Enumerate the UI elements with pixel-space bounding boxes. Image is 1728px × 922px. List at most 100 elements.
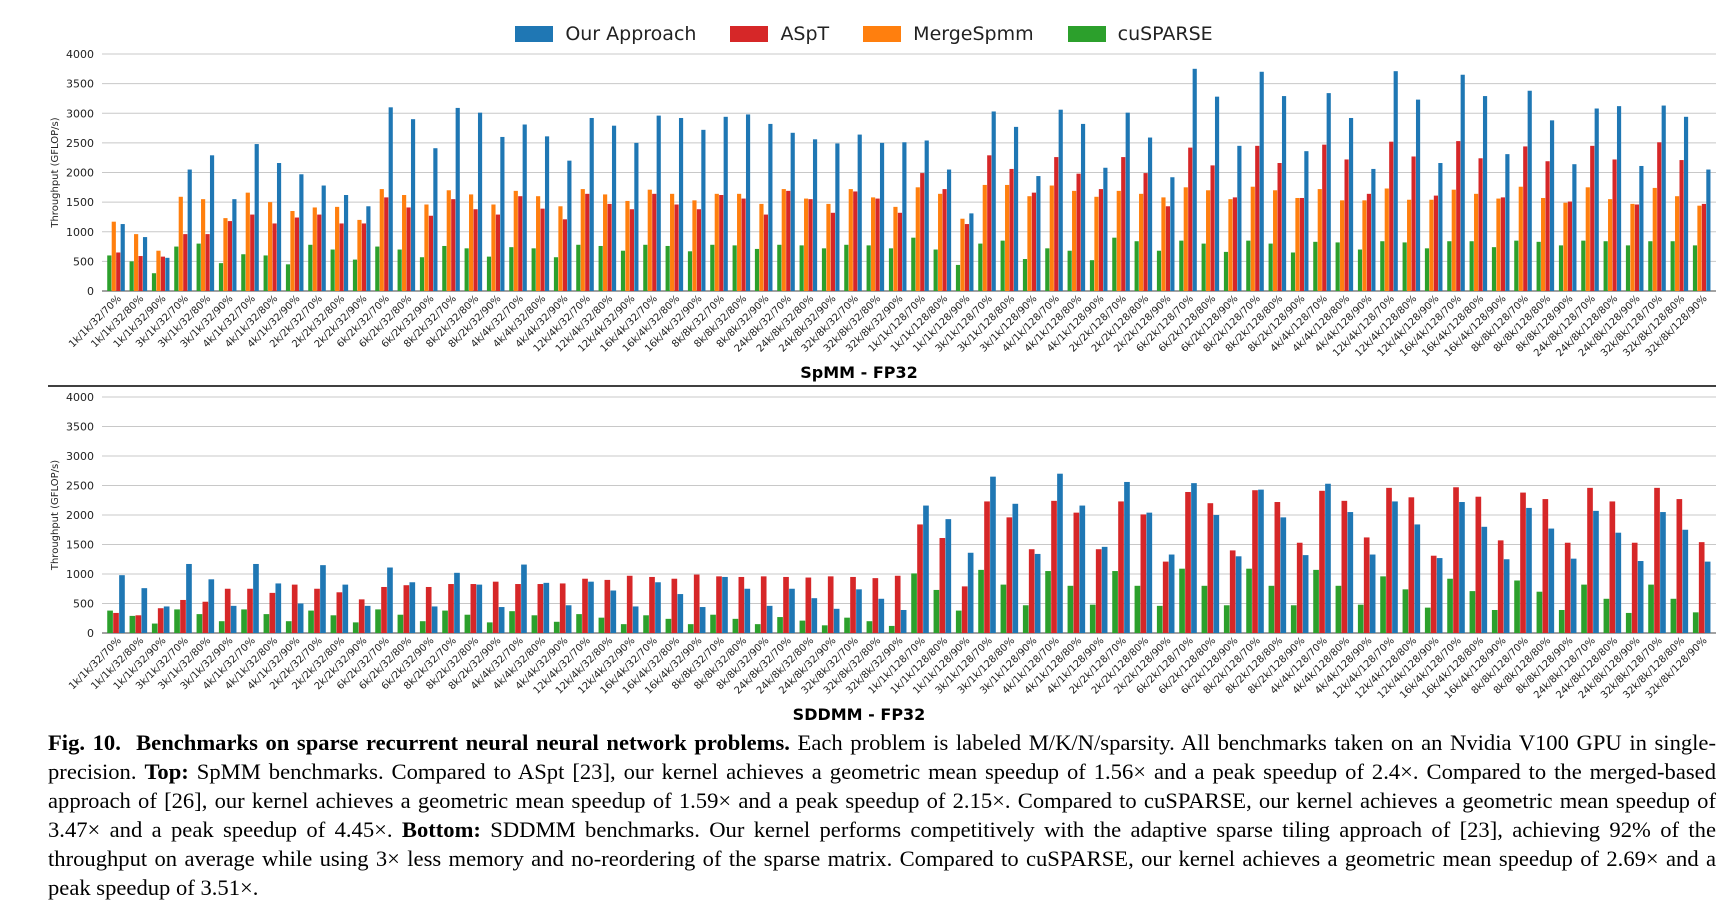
bar-aspt	[1456, 141, 1461, 291]
bar-our-approach	[744, 588, 751, 633]
bar-mergespmm	[1228, 199, 1233, 291]
chart-panel-1: 0 500 1000 1500 2000 2500 3000 3500 4000 Throughp…	[50, 391, 1716, 724]
bar-mergespmm	[379, 189, 384, 291]
bar-mergespmm	[1005, 184, 1010, 291]
bar-cusparse	[1134, 241, 1139, 291]
bar-cusparse	[509, 247, 514, 291]
bar-cusparse	[129, 261, 134, 292]
bar-cusparse	[888, 625, 895, 633]
y-tick-label: 3500	[66, 78, 94, 91]
bar-aspt	[1676, 499, 1683, 633]
bar-our-approach	[476, 584, 483, 633]
bar-aspt	[428, 215, 433, 291]
bar-mergespmm	[1451, 189, 1456, 291]
bar-aspt	[1076, 173, 1081, 291]
bar-cusparse	[1424, 607, 1431, 633]
bar-mergespmm	[156, 250, 161, 291]
bar-cusparse	[1692, 245, 1698, 291]
bar-aspt	[1121, 157, 1126, 291]
bar-our-approach	[945, 519, 952, 633]
bar-our-approach	[1258, 489, 1264, 633]
bar-cusparse	[1603, 598, 1610, 633]
bar-aspt	[1523, 146, 1528, 291]
benchmark-charts: 0 500 1000 1500 2000 2500 3000 3500 4000 Throughp…	[48, 48, 1716, 724]
caption-top-label: Top:	[144, 759, 189, 784]
bar-aspt	[1500, 197, 1505, 291]
bar-our-approach	[498, 607, 505, 633]
bar-mergespmm	[1362, 200, 1367, 291]
bar-aspt	[1564, 542, 1571, 633]
bar-our-approach	[1481, 526, 1488, 633]
bar-cusparse	[1179, 568, 1185, 633]
caption-text: SpMM benchmarks. Compared to ASpt [23], …	[48, 759, 1716, 842]
y-tick-label: 3000	[66, 450, 94, 463]
bar-our-approach	[141, 588, 148, 633]
bar-mergespmm	[111, 221, 116, 291]
bar-mergespmm	[1027, 196, 1032, 291]
bar-cusparse	[1201, 243, 1206, 291]
bar-aspt	[1277, 163, 1282, 291]
bar-our-approach	[879, 142, 885, 292]
bar-aspt	[537, 584, 544, 633]
bar-mergespmm	[1630, 203, 1635, 291]
bar-our-approach	[991, 111, 996, 291]
bar-aspt	[515, 584, 521, 633]
bar-aspt	[964, 224, 969, 291]
y-tick-label: 2500	[66, 137, 94, 150]
bar-cusparse	[330, 615, 337, 633]
bar-aspt	[495, 214, 500, 291]
bar-aspt	[850, 576, 856, 633]
bar-aspt	[716, 576, 722, 633]
bar-aspt	[403, 585, 410, 633]
bar-aspt	[272, 223, 277, 291]
bar-mergespmm	[424, 204, 429, 291]
bar-aspt	[1341, 500, 1348, 633]
bar-aspt	[1274, 502, 1281, 633]
bar-our-approach	[701, 129, 706, 291]
bar-our-approach	[678, 117, 684, 292]
bar-cusparse	[1625, 612, 1632, 633]
y-tick-label: 4000	[66, 391, 94, 404]
legend-label: cuSPARSE	[1117, 23, 1213, 45]
bar-cusparse	[1514, 240, 1519, 291]
bar-cusparse	[531, 615, 538, 633]
bar-mergespmm	[714, 193, 719, 291]
bar-our-approach	[454, 572, 460, 633]
bar-our-approach	[1371, 168, 1376, 291]
bar-our-approach	[1168, 554, 1175, 633]
bar-aspt	[1478, 158, 1483, 291]
bar-aspt	[939, 538, 946, 633]
bar-cusparse	[1112, 237, 1117, 291]
bar-aspt	[425, 586, 432, 633]
bar-aspt	[1631, 542, 1638, 633]
bar-our-approach	[208, 579, 215, 633]
bar-cusparse	[375, 246, 380, 291]
chart-legend: Our Approach ASpT MergeSpmm cuSPARSE	[0, 20, 1728, 48]
bar-aspt	[987, 155, 992, 291]
bar-cusparse	[509, 611, 515, 633]
bar-cusparse	[241, 254, 246, 291]
bar-mergespmm	[1139, 193, 1144, 291]
y-tick-label: 2000	[66, 509, 94, 522]
bar-our-approach	[1683, 116, 1689, 291]
bar-aspt	[1140, 514, 1147, 633]
chart-panel-0: 0 500 1000 1500 2000 2500 3000 3500 4000 Throughp…	[48, 48, 1716, 387]
bar-our-approach	[142, 237, 148, 291]
bar-mergespmm	[893, 206, 898, 291]
bar-cusparse	[598, 245, 603, 291]
bar-our-approach	[856, 589, 862, 633]
bar-cusparse	[911, 573, 917, 633]
bar-aspt	[406, 207, 411, 291]
bar-aspt	[157, 608, 164, 633]
bar-aspt	[738, 576, 745, 633]
bar-aspt	[1609, 501, 1616, 633]
legend-label: Our Approach	[565, 23, 697, 45]
bar-mergespmm	[1250, 186, 1255, 291]
bar-mergespmm	[201, 199, 206, 291]
bar-our-approach	[1637, 561, 1644, 633]
bar-our-approach	[1235, 556, 1242, 633]
bar-cusparse	[174, 246, 179, 291]
bar-our-approach	[1281, 96, 1287, 291]
bar-aspt	[1411, 156, 1416, 291]
bar-our-approach	[1482, 96, 1488, 291]
